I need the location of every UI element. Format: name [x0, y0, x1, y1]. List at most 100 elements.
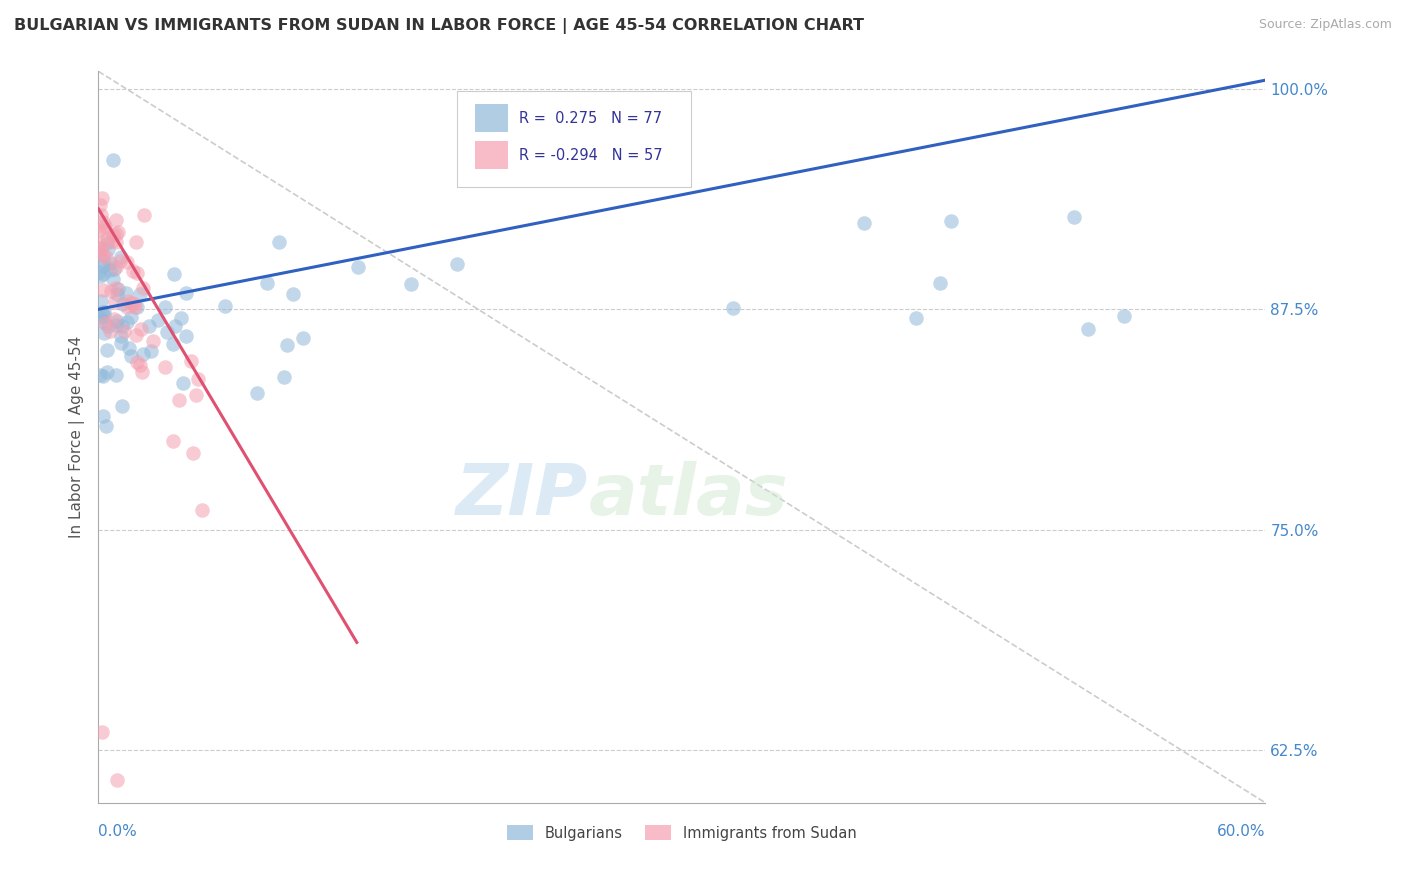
Point: [115, 255, 138, 269]
Point: [153, 300, 176, 314]
Point: [100, 285, 122, 299]
Point: [96, 236, 118, 251]
Point: [132, 346, 155, 360]
Point: [90, 241, 112, 255]
Text: 0.0%: 0.0%: [98, 824, 138, 839]
Point: [162, 434, 184, 449]
Point: [155, 326, 177, 340]
Point: [163, 318, 186, 333]
Point: [96, 232, 118, 246]
Point: [100, 324, 122, 338]
FancyBboxPatch shape: [457, 91, 692, 187]
Point: [103, 312, 125, 326]
Point: [721, 301, 744, 315]
Point: [176, 328, 198, 343]
Point: [105, 368, 128, 382]
Point: [90, 313, 112, 327]
Point: [104, 295, 127, 310]
Point: [103, 262, 125, 277]
Point: [94, 222, 117, 236]
Point: [89, 241, 111, 255]
Point: [181, 446, 204, 460]
Point: [104, 260, 127, 274]
Point: [153, 360, 176, 375]
Point: [104, 235, 127, 249]
Point: [89, 310, 111, 324]
Point: [96, 365, 118, 379]
Point: [96, 242, 118, 256]
Point: [89, 246, 111, 260]
Point: [129, 358, 152, 372]
Point: [103, 227, 125, 242]
Point: [174, 286, 197, 301]
Point: [112, 297, 135, 311]
Bar: [475, 104, 508, 132]
Point: [94, 250, 117, 264]
Point: [1063, 210, 1085, 224]
Point: [132, 281, 155, 295]
Point: [104, 227, 127, 241]
Point: [89, 197, 111, 211]
Point: [1112, 309, 1135, 323]
Point: [148, 313, 170, 327]
Text: Source: ZipAtlas.com: Source: ZipAtlas.com: [1258, 18, 1392, 31]
Point: [291, 331, 314, 345]
Point: [121, 296, 143, 310]
Point: [105, 772, 128, 787]
Point: [939, 214, 962, 228]
Point: [89, 368, 111, 383]
Point: [94, 419, 117, 434]
Point: [120, 310, 142, 325]
Point: [89, 246, 111, 260]
Point: [105, 286, 128, 301]
Point: [163, 267, 186, 281]
Point: [101, 234, 124, 248]
Point: [125, 235, 148, 249]
Text: R =  0.275   N = 77: R = 0.275 N = 77: [519, 112, 662, 127]
Point: [929, 276, 952, 290]
Point: [105, 213, 128, 227]
Point: [117, 294, 139, 309]
Point: [114, 286, 136, 301]
Point: [256, 276, 278, 290]
Point: [111, 319, 134, 334]
Point: [1077, 321, 1099, 335]
Point: [96, 343, 118, 357]
Point: [125, 266, 148, 280]
Point: [281, 286, 304, 301]
Point: [108, 254, 131, 268]
Point: [87, 235, 110, 249]
Point: [273, 370, 295, 384]
Point: [97, 319, 120, 334]
Point: [399, 277, 422, 292]
Point: [129, 322, 152, 336]
Point: [91, 305, 114, 319]
Point: [110, 329, 132, 343]
Point: [184, 387, 207, 401]
Point: [93, 248, 115, 262]
Point: [93, 260, 115, 274]
Point: [94, 219, 117, 233]
Point: [180, 353, 202, 368]
Y-axis label: In Labor Force | Age 45-54: In Labor Force | Age 45-54: [69, 336, 84, 538]
Text: BULGARIAN VS IMMIGRANTS FROM SUDAN IN LABOR FORCE | AGE 45-54 CORRELATION CHART: BULGARIAN VS IMMIGRANTS FROM SUDAN IN LA…: [14, 18, 865, 34]
Point: [446, 257, 468, 271]
Point: [105, 281, 128, 295]
Point: [172, 376, 194, 391]
Point: [347, 260, 370, 275]
Point: [111, 399, 134, 413]
Point: [214, 299, 236, 313]
Point: [93, 305, 115, 319]
Point: [101, 272, 124, 286]
Point: [169, 311, 191, 326]
Point: [98, 256, 121, 270]
Text: atlas: atlas: [589, 461, 789, 530]
Point: [853, 216, 876, 230]
Point: [90, 294, 112, 309]
Legend: Bulgarians, Immigrants from Sudan: Bulgarians, Immigrants from Sudan: [502, 820, 862, 847]
Point: [91, 368, 114, 383]
Point: [142, 334, 165, 349]
Point: [104, 318, 127, 332]
Point: [107, 225, 129, 239]
Point: [107, 282, 129, 296]
